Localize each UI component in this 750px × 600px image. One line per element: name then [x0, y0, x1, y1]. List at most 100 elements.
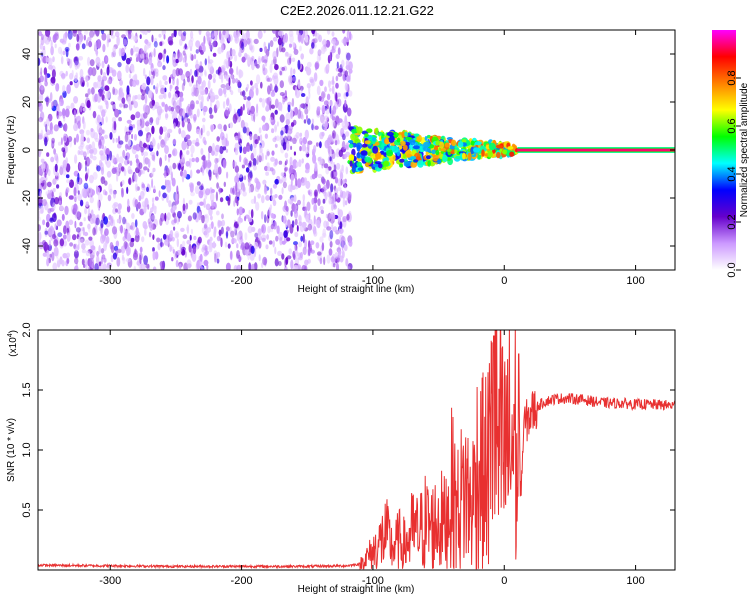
- heatmap-cell: [295, 161, 299, 168]
- heatmap-cell: [257, 228, 262, 237]
- heatmap-cell: [61, 213, 65, 221]
- heatmap-cell: [152, 266, 157, 270]
- heatmap-cell: [269, 204, 273, 211]
- heatmap-cell: [130, 114, 136, 121]
- heatmap-cell: [100, 219, 104, 229]
- heatmap-cell: [119, 79, 123, 86]
- heatmap-cell: [76, 115, 81, 124]
- heatmap-cell: [55, 83, 60, 92]
- heatmap-cell: [338, 228, 344, 234]
- heatmap-cell: [274, 64, 279, 71]
- heatmap-cell: [323, 163, 329, 169]
- heatmap-cell: [412, 145, 420, 150]
- heatmap-cell: [150, 213, 155, 222]
- heatmap-cell: [38, 167, 43, 175]
- heatmap-cell: [318, 184, 321, 194]
- heatmap-cell: [38, 224, 41, 232]
- heatmap-cell: [289, 43, 292, 48]
- heatmap-cell: [89, 174, 94, 184]
- heatmap-cell: [159, 126, 164, 135]
- heatmap-cell: [340, 172, 344, 180]
- heatmap-cell: [123, 39, 128, 46]
- y-tick-label: 1.0: [21, 442, 33, 457]
- heatmap-cell: [195, 49, 199, 54]
- heatmap-cell: [227, 243, 231, 249]
- heatmap-cell: [462, 152, 466, 160]
- heatmap-cell: [126, 85, 130, 95]
- heatmap-cell: [303, 119, 307, 124]
- heatmap-cell: [131, 79, 137, 87]
- heatmap-cell: [234, 238, 237, 244]
- heatmap-cell: [335, 92, 338, 102]
- heatmap-cell: [162, 233, 167, 240]
- heatmap-cell: [194, 69, 198, 77]
- heatmap-cell: [121, 254, 125, 261]
- heatmap-cell: [223, 87, 227, 95]
- heatmap-cell: [198, 65, 204, 74]
- heatmap-cell: [52, 178, 57, 185]
- heatmap-cell: [182, 203, 186, 211]
- heatmap-cell: [272, 50, 278, 60]
- heatmap-cell: [226, 30, 229, 38]
- heatmap-cell: [112, 137, 115, 144]
- heatmap-cell: [402, 153, 407, 159]
- heatmap-cell: [118, 47, 122, 57]
- heatmap-cell: [238, 68, 242, 79]
- heatmap-cell: [187, 215, 192, 222]
- spectrogram-x-axis-label: Height of straight line (km): [298, 284, 415, 295]
- heatmap-cell: [278, 194, 283, 200]
- heatmap-cell: [308, 85, 311, 95]
- heatmap-cell: [291, 97, 295, 107]
- heatmap-cell: [317, 49, 322, 57]
- colorbar-tick-label: 0.6: [726, 118, 738, 133]
- heatmap-cell: [186, 76, 191, 83]
- heatmap-cell: [211, 202, 215, 209]
- heatmap-cell: [46, 152, 50, 157]
- heatmap-cell: [331, 116, 336, 121]
- heatmap-cell: [271, 30, 277, 34]
- heatmap-cell: [312, 154, 317, 164]
- heatmap-cell: [58, 141, 62, 146]
- heatmap-cell: [203, 160, 206, 170]
- heatmap-cell: [217, 47, 223, 55]
- heatmap-cell: [496, 151, 501, 159]
- heatmap-cell: [105, 148, 110, 157]
- heatmap-cell: [266, 77, 270, 82]
- heatmap-cell: [219, 145, 224, 155]
- heatmap-cell: [107, 79, 112, 85]
- heatmap-cell: [195, 100, 199, 105]
- heatmap-cell: [337, 178, 342, 187]
- heatmap-cell: [202, 171, 205, 176]
- heatmap-cell: [224, 74, 227, 80]
- heatmap-cell: [66, 179, 71, 184]
- heatmap-cell: [306, 201, 311, 212]
- heatmap-cell: [164, 134, 168, 145]
- heatmap-cell: [225, 230, 229, 239]
- heatmap-cell: [266, 151, 270, 156]
- heatmap-cell: [48, 239, 52, 247]
- heatmap-cell: [288, 248, 293, 255]
- heatmap-cell: [234, 35, 240, 44]
- heatmap-cell: [117, 95, 122, 101]
- heatmap-cell: [425, 155, 431, 160]
- heatmap-cell: [250, 80, 253, 86]
- heatmap-cell: [300, 103, 305, 109]
- heatmap-cell: [56, 184, 60, 189]
- heatmap-cell: [328, 248, 333, 256]
- heatmap-cell: [168, 76, 171, 84]
- heatmap-cell: [342, 102, 348, 113]
- heatmap-cell: [305, 96, 309, 105]
- heatmap-cell: [117, 70, 122, 80]
- heatmap-cell: [146, 76, 151, 86]
- heatmap-cell: [403, 161, 411, 167]
- heatmap-cell: [49, 122, 53, 132]
- snr-background: [38, 330, 675, 570]
- heatmap-cell: [95, 48, 99, 57]
- heatmap-cell: [62, 253, 68, 259]
- heatmap-cell: [216, 136, 220, 142]
- heatmap-cell: [185, 134, 191, 140]
- heatmap-cell: [113, 120, 117, 131]
- heatmap-cell: [68, 195, 74, 200]
- heatmap-cell: [292, 42, 296, 48]
- heatmap-cell: [427, 160, 431, 167]
